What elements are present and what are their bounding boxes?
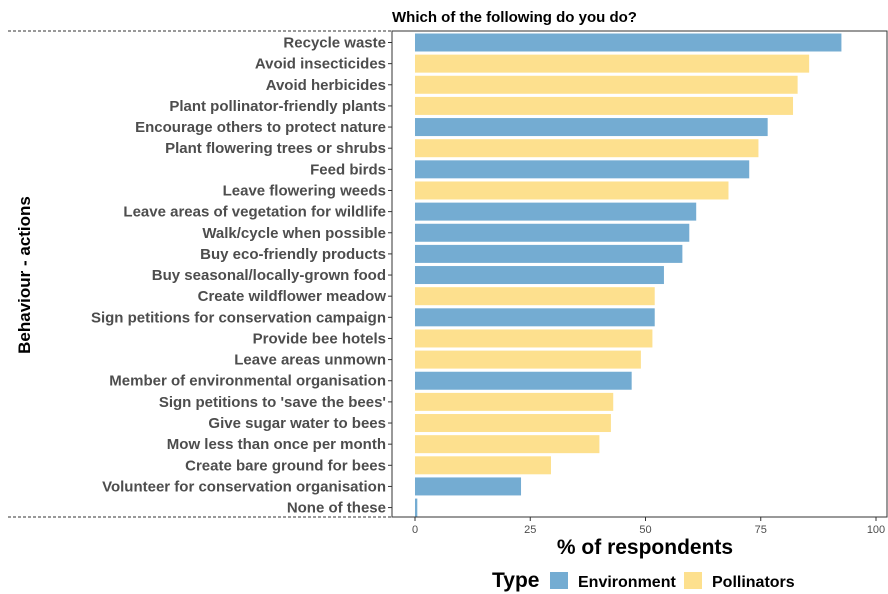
bar (415, 223, 690, 242)
bar (415, 266, 664, 285)
category-label: Walk/cycle when possible (202, 225, 386, 242)
legend: Type Environment Pollinators (492, 569, 795, 592)
category-label: Leave areas of vegetation for wildlife (123, 204, 386, 221)
bar (415, 33, 842, 52)
x-tick-label: 75 (755, 524, 767, 536)
bar (415, 329, 653, 348)
legend-swatch (550, 572, 568, 589)
category-label: None of these (287, 500, 386, 517)
bar (415, 54, 810, 73)
category-label: Leave areas unmown (234, 352, 386, 369)
bar (415, 75, 798, 94)
category-label: Member of environmental organisation (109, 373, 386, 390)
category-label: Plant pollinator-friendly plants (169, 98, 386, 115)
x-tick-label: 25 (524, 524, 536, 536)
bar (415, 456, 551, 475)
bar (415, 477, 522, 496)
x-tick-label: 100 (867, 524, 885, 536)
bar (415, 308, 655, 327)
bar (415, 392, 614, 411)
category-label: Sign petitions for conservation campaign (91, 309, 386, 326)
legend-label: Environment (578, 574, 676, 591)
bar (415, 414, 611, 433)
category-label: Provide bee hotels (253, 330, 386, 347)
bar (415, 498, 418, 517)
plot-area: Recycle waste Avoid insecticides Avoid her… (8, 30, 888, 536)
bar (415, 181, 729, 200)
bar (415, 287, 655, 306)
bar (415, 96, 794, 115)
category-label: Mow less than once per month (167, 436, 386, 453)
bar (415, 160, 750, 179)
bar (415, 202, 697, 221)
x-tick-label: 0 (412, 524, 418, 536)
category-label: Give sugar water to bees (208, 415, 386, 432)
category-label: Encourage others to protect nature (135, 119, 386, 136)
bar (415, 244, 683, 263)
x-axis-label: % of respondents (557, 536, 733, 559)
panel-border (391, 30, 888, 518)
category-label: Volunteer for conservation organisation (102, 478, 386, 495)
category-label: Buy seasonal/locally-grown food (152, 267, 386, 284)
category-label: Avoid insecticides (255, 56, 386, 73)
category-label: Plant flowering trees or shrubs (165, 140, 386, 157)
bar (415, 118, 768, 137)
category-label: Recycle waste (283, 35, 386, 52)
legend-swatch (684, 572, 702, 589)
category-label: Leave flowering weeds (223, 182, 386, 199)
chart-title: Which of the following do you do? (392, 9, 637, 26)
bar (415, 350, 641, 369)
category-label: Avoid herbicides (266, 77, 386, 94)
legend-title: Type (492, 569, 539, 592)
category-label: Create wildflower meadow (198, 288, 387, 305)
bar (415, 371, 632, 390)
bar (415, 435, 600, 454)
bar (415, 139, 759, 158)
legend-label: Pollinators (712, 574, 795, 591)
category-label: Create bare ground for bees (185, 457, 386, 474)
category-label: Feed birds (310, 161, 386, 178)
y-axis-label: Behaviour - actions (15, 196, 34, 354)
x-tick-label: 50 (639, 524, 651, 536)
category-label: Buy eco-friendly products (200, 246, 386, 263)
category-label: Sign petitions to 'save the bees' (159, 394, 386, 411)
